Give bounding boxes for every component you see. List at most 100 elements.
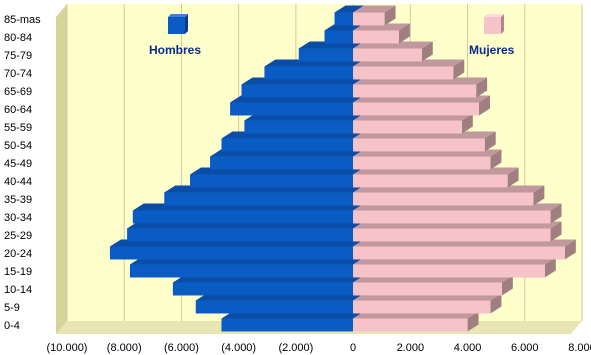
bar-mujeres-10-14 — [353, 276, 513, 296]
y-tick-label: 5-9 — [4, 302, 20, 314]
bar-hombres-45-49 — [210, 150, 364, 170]
bar-mujeres-50-54 — [353, 132, 496, 152]
bar-mujeres-55-59 — [353, 114, 473, 134]
bar-hombres-55-59 — [244, 114, 364, 134]
y-tick-label: 30-34 — [4, 212, 32, 224]
side-wall — [56, 4, 67, 334]
x-tick-label: (8.000) — [107, 342, 142, 354]
bar-front — [353, 49, 422, 62]
bar-front — [353, 319, 467, 332]
x-tick-label: 0 — [350, 342, 356, 354]
bar-mujeres-0-4 — [353, 312, 478, 332]
bar-mujeres-35-39 — [353, 186, 544, 206]
bar-front — [133, 211, 353, 224]
bar-front — [196, 301, 353, 314]
bar-front — [353, 265, 545, 278]
y-tick-label: 15-19 — [4, 266, 32, 278]
legend-hombres-swatch-shade — [185, 14, 188, 34]
bar-front — [242, 85, 354, 98]
y-tick-label: 70-74 — [4, 68, 32, 80]
bar-hombres-25-29 — [127, 222, 364, 242]
bar-front — [353, 31, 399, 44]
bar-front — [353, 121, 462, 134]
bar-hombres-65-69 — [242, 78, 365, 98]
x-tick-label: 2.000 — [397, 342, 425, 354]
bar-mujeres-5-9 — [353, 294, 501, 314]
bar-front — [353, 85, 476, 98]
bar-front — [353, 175, 508, 188]
bar-mujeres-30-34 — [353, 204, 561, 224]
bar-front — [210, 157, 353, 170]
bar-front — [353, 229, 550, 242]
legend-mujeres-label: Mujeres — [469, 43, 515, 57]
bar-front — [244, 121, 353, 134]
bar-mujeres-15-19 — [353, 258, 556, 278]
bar-mujeres-75-79 — [353, 42, 433, 62]
bar-front — [173, 283, 353, 296]
bar-front — [264, 67, 353, 80]
bar-front — [353, 67, 453, 80]
bar-front — [222, 139, 354, 152]
bar-mujeres-45-49 — [353, 150, 501, 170]
bar-hombres-10-14 — [173, 276, 364, 296]
x-tick-label: (10.000) — [47, 342, 88, 354]
bar-front — [110, 247, 353, 260]
bar-hombres-40-44 — [190, 168, 364, 188]
bar-front — [353, 283, 502, 296]
x-tick-label: 8.000 — [568, 342, 591, 354]
y-tick-label: 55-59 — [4, 122, 32, 134]
bar-mujeres-20-24 — [353, 240, 576, 260]
x-axis-labels: (10.000) (8.000) (6.000) (4.000) (2.000) 0 2.0… — [47, 342, 591, 354]
bar-hombres-30-34 — [133, 204, 364, 224]
legend-mujeres-swatch — [484, 17, 501, 34]
bar-front — [353, 211, 550, 224]
bar-mujeres-25-29 — [353, 222, 561, 242]
bar-mujeres-40-44 — [353, 168, 518, 188]
y-tick-label: 35-39 — [4, 194, 32, 206]
y-tick-label: 50-54 — [4, 140, 32, 152]
bar-front — [353, 13, 384, 26]
bar-front — [190, 175, 353, 188]
bar-hombres-50-54 — [222, 132, 365, 152]
y-axis-labels: 0-4 5-9 10-14 15-19 20-24 25-29 30-34 35-39 40-4… — [4, 14, 41, 332]
bar-front — [353, 103, 479, 116]
bar-hombres-15-19 — [130, 258, 364, 278]
x-tick-label: (6.000) — [164, 342, 199, 354]
bar-front — [230, 103, 353, 116]
x-tick-label: (4.000) — [221, 342, 256, 354]
bar-front — [353, 247, 565, 260]
y-tick-label: 80-84 — [4, 32, 32, 44]
bar-mujeres-60-64 — [353, 96, 490, 116]
bar-front — [222, 319, 354, 332]
bar-mujeres-80-84 — [353, 24, 410, 44]
bar-hombres-60-64 — [230, 96, 364, 116]
y-tick-label: 45-49 — [4, 158, 32, 170]
y-tick-label: 25-29 — [4, 230, 32, 242]
bar-mujeres-85-mas — [353, 6, 395, 26]
bar-hombres-5-9 — [196, 294, 364, 314]
legend-hombres-label: Hombres — [149, 43, 201, 57]
bar-front — [353, 139, 485, 152]
y-tick-label: 60-64 — [4, 104, 32, 116]
y-tick-label: 85-mas — [4, 14, 41, 26]
bar-hombres-70-74 — [264, 60, 364, 80]
bar-hombres-0-4 — [222, 312, 365, 332]
bar-front — [353, 301, 490, 314]
y-tick-label: 40-44 — [4, 176, 32, 188]
bar-front — [325, 31, 354, 44]
y-tick-label: 20-24 — [4, 248, 32, 260]
bar-front — [335, 13, 354, 26]
x-tick-label: 6.000 — [511, 342, 539, 354]
y-tick-label: 10-14 — [4, 284, 32, 296]
bar-front — [353, 157, 490, 170]
bar-hombres-20-24 — [110, 240, 364, 260]
legend-hombres-swatch-top — [168, 14, 188, 17]
x-tick-label: (2.000) — [278, 342, 313, 354]
bar-front — [299, 49, 353, 62]
x-tick-label: 4.000 — [454, 342, 482, 354]
y-tick-label: 0-4 — [4, 320, 20, 332]
y-tick-label: 75-79 — [4, 50, 32, 62]
legend-hombres-swatch — [168, 17, 185, 34]
bar-front — [353, 193, 533, 206]
